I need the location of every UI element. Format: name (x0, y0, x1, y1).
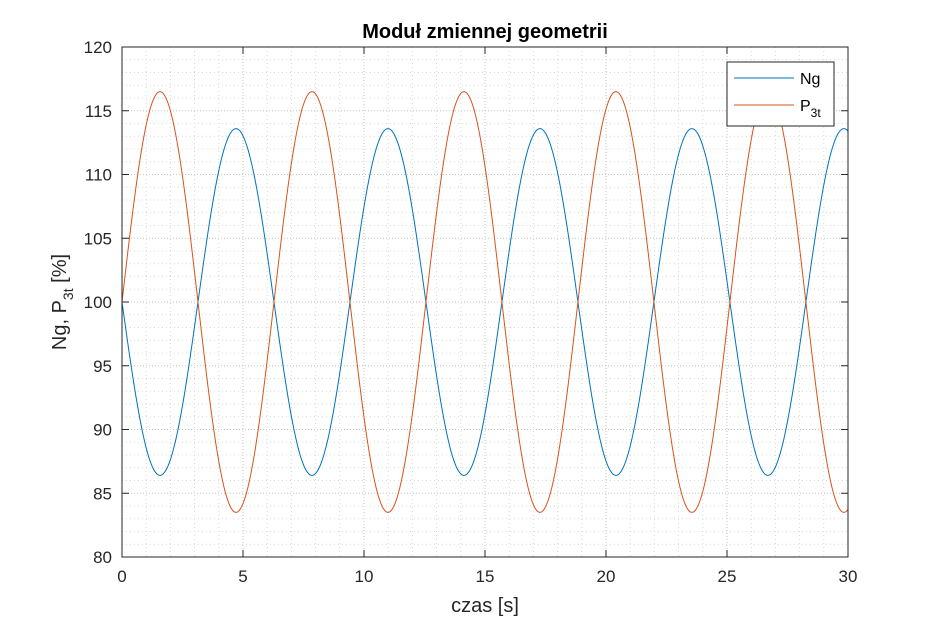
y-axis-label-tail: [%] (49, 254, 71, 288)
legend: Ng P3t (726, 61, 835, 127)
series-line-p3t (122, 91, 848, 513)
y-tick-label: 90 (93, 421, 112, 440)
x-tick-label: 30 (839, 567, 858, 586)
x-tick-label: 5 (238, 567, 247, 586)
x-tick-label: 10 (355, 567, 374, 586)
x-tick-label: 15 (476, 567, 495, 586)
x-tick-label: 25 (718, 567, 737, 586)
legend-label-p3t-sub: 3t (811, 106, 822, 120)
y-tick-label: 100 (84, 293, 112, 312)
y-axis-label: Ng, P3t [%] (49, 254, 76, 350)
legend-label-p3t-main: P (800, 98, 811, 115)
y-tick-label: 105 (84, 229, 112, 248)
x-tick-label: 0 (117, 567, 126, 586)
x-tick-label: 20 (597, 567, 616, 586)
y-tick-labels: 80 85 90 95 100 105 110 115 120 (84, 38, 112, 567)
y-tick-label: 80 (93, 548, 112, 567)
y-tick-label: 95 (93, 357, 112, 376)
x-axis-label: czas [s] (451, 595, 519, 617)
x-tick-labels: 0 5 10 15 20 25 30 (117, 567, 857, 586)
chart-title: Moduł zmiennej geometrii (362, 21, 608, 43)
legend-label-p3t: P3t (800, 98, 821, 120)
y-axis-label-sub: 3t (60, 288, 76, 300)
y-axis-label-main: Ng, P (49, 300, 71, 350)
legend-label-ng: Ng (800, 71, 820, 88)
y-tick-label: 85 (93, 484, 112, 503)
major-grid (122, 47, 848, 557)
series-line-ng (122, 128, 848, 476)
ticks (121, 46, 849, 558)
y-tick-label: 120 (84, 38, 112, 57)
series-layer (122, 91, 848, 513)
y-tick-label: 115 (85, 102, 112, 121)
legend-box (726, 61, 835, 127)
y-tick-label: 110 (85, 166, 112, 185)
